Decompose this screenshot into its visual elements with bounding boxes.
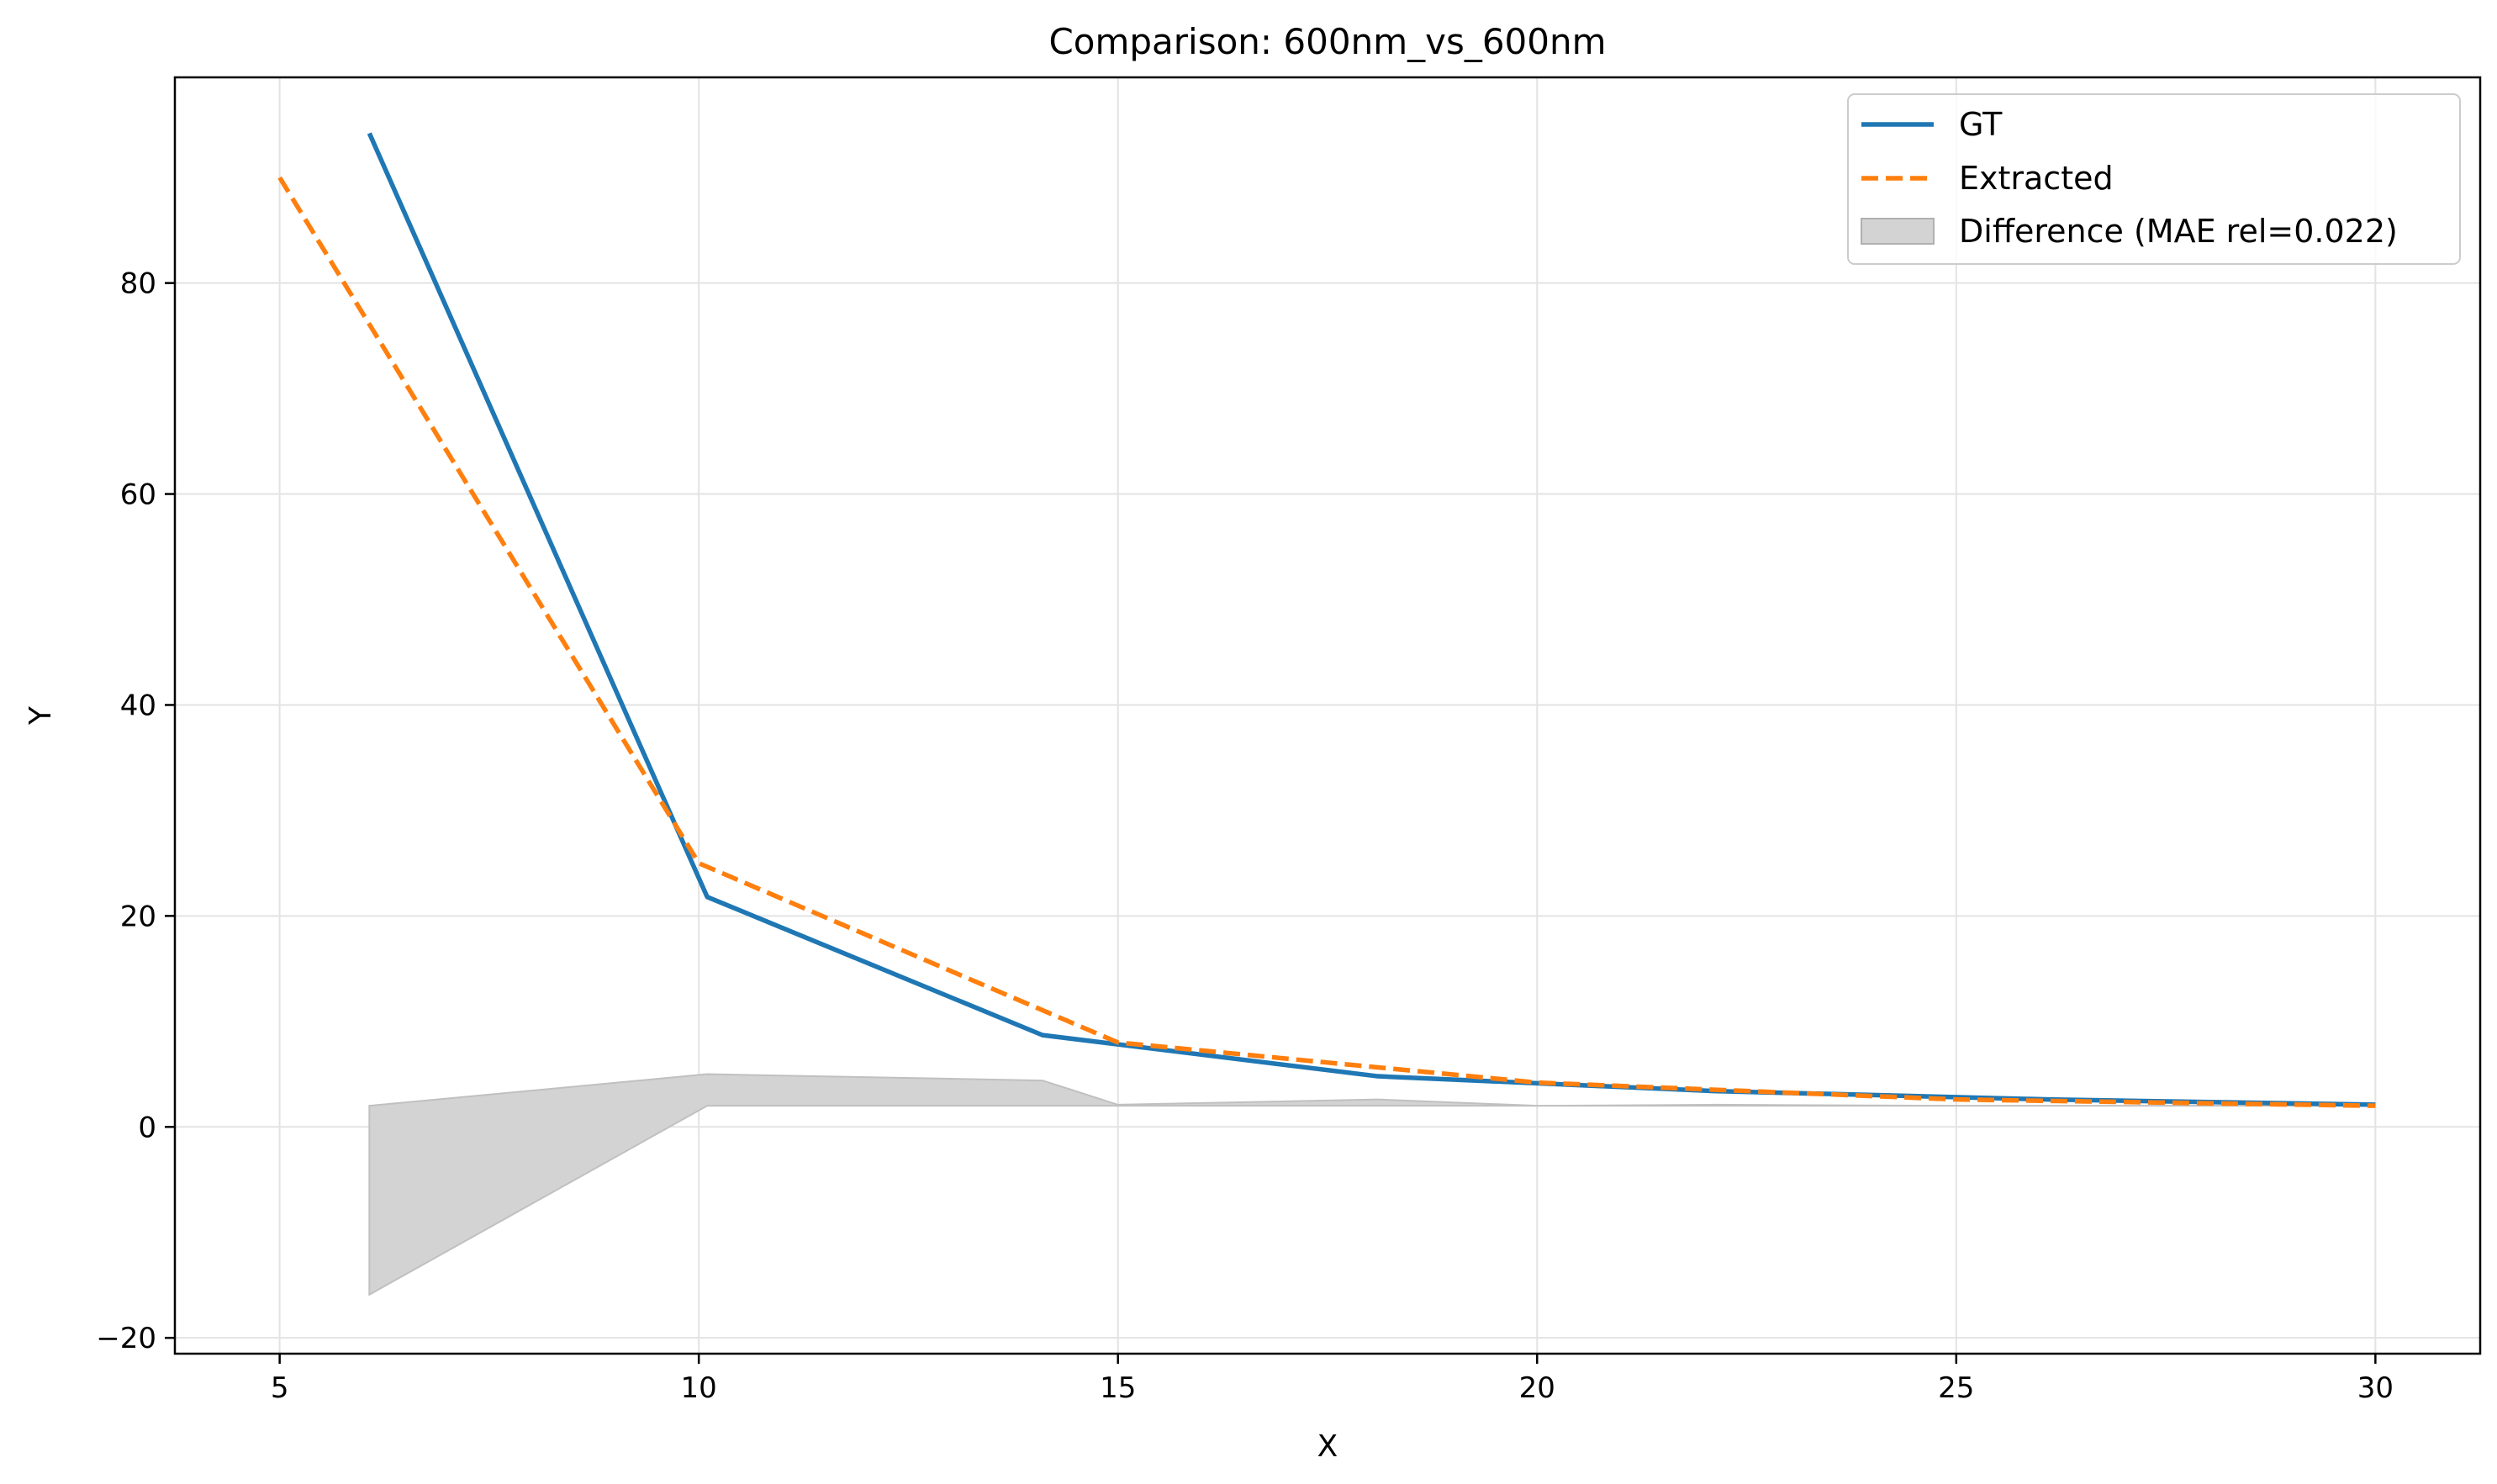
legend: GT Extracted Difference (MAE rel=0.022)	[1847, 93, 2461, 265]
y-axis-label: Y	[24, 705, 58, 726]
y-tick-label: 80	[120, 267, 156, 301]
y-tick-label: 60	[120, 478, 156, 512]
chart-title: Comparison: 600nm_vs_600nm	[1048, 21, 1606, 62]
x-tick-label: 10	[681, 1371, 717, 1405]
y-tick-label: 20	[120, 900, 156, 933]
x-tick-label: 20	[1519, 1371, 1555, 1405]
plot-frame	[173, 76, 2482, 1355]
difference-area-layer	[368, 1073, 2376, 1297]
extracted-line	[277, 176, 2376, 1108]
legend-extracted-label: Extracted	[1959, 160, 2114, 197]
axis-ticks: 5 10 15 20 25 30 −20 0 20 40 60 80	[96, 267, 2394, 1405]
y-tick-label: 0	[138, 1111, 156, 1144]
legend-difference-swatch	[1861, 218, 1935, 245]
y-tick-label: 40	[120, 689, 156, 722]
gt-line	[367, 132, 2376, 1107]
legend-box	[1847, 93, 2461, 265]
x-axis-label: X	[1317, 1429, 1338, 1464]
x-tick-label: 30	[2357, 1371, 2394, 1405]
legend-gt-label: GT	[1959, 106, 2003, 143]
series-lines-layer	[277, 132, 2376, 1108]
difference-area	[368, 1073, 2376, 1297]
y-tick-label: −20	[96, 1322, 156, 1355]
x-tick-label: 5	[271, 1371, 289, 1405]
x-tick-label: 25	[1938, 1371, 1974, 1405]
x-tick-label: 15	[1100, 1371, 1136, 1405]
legend-difference-label: Difference (MAE rel=0.022)	[1959, 213, 2398, 250]
